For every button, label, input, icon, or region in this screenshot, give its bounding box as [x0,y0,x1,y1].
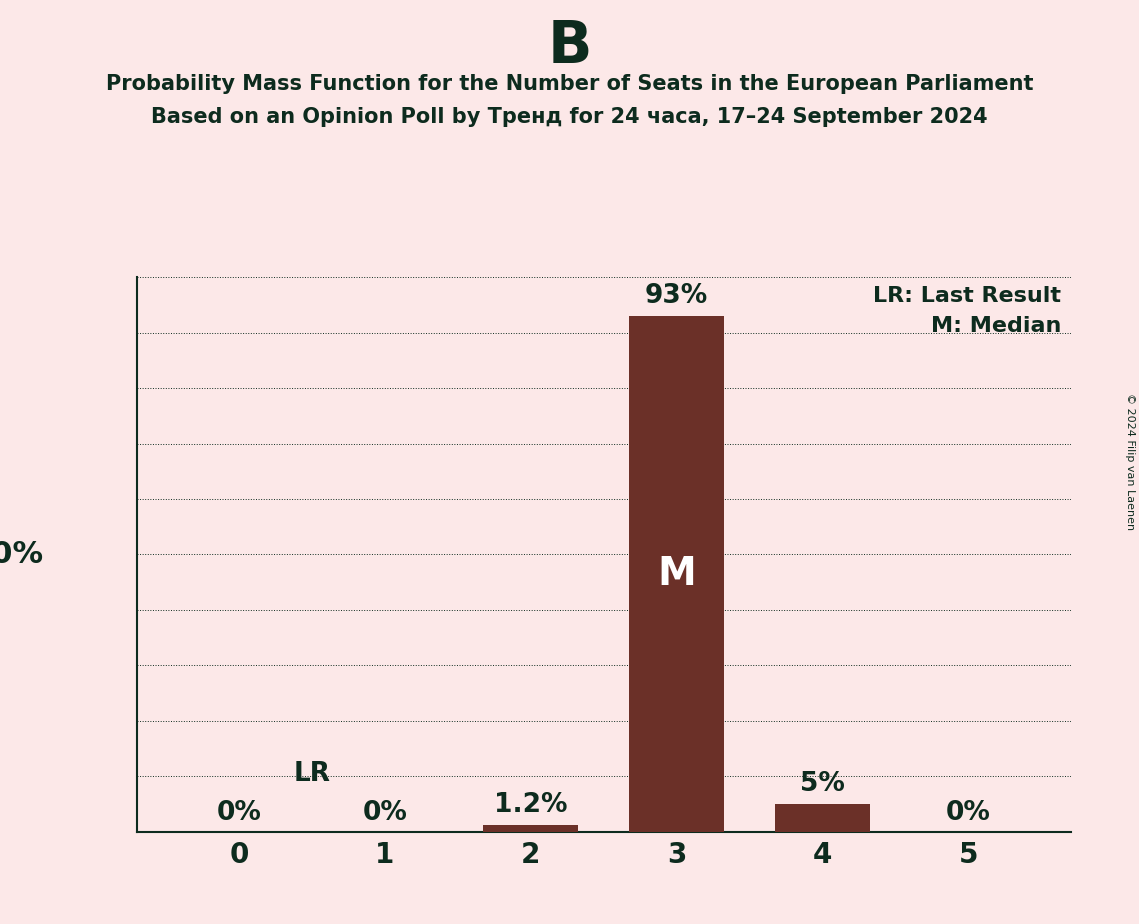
Bar [776,804,870,832]
Text: M: M [657,554,696,593]
Text: M: Median: M: Median [931,316,1062,336]
Text: 0%: 0% [362,800,408,826]
Text: LR: LR [294,761,330,787]
Text: Based on an Opinion Poll by Тренд for 24 часа, 17–24 September 2024: Based on an Opinion Poll by Тренд for 24… [151,107,988,128]
Text: 1.2%: 1.2% [494,792,567,819]
Text: 0%: 0% [216,800,261,826]
Text: B: B [547,18,592,76]
Text: 5%: 5% [800,772,845,797]
Text: 93%: 93% [645,284,708,310]
Bar [483,825,579,832]
Text: 0%: 0% [947,800,991,826]
Text: 50%: 50% [0,540,43,569]
Text: © 2024 Filip van Laenen: © 2024 Filip van Laenen [1125,394,1134,530]
Text: Probability Mass Function for the Number of Seats in the European Parliament: Probability Mass Function for the Number… [106,74,1033,94]
Bar [629,316,724,832]
Text: LR: Last Result: LR: Last Result [874,286,1062,306]
